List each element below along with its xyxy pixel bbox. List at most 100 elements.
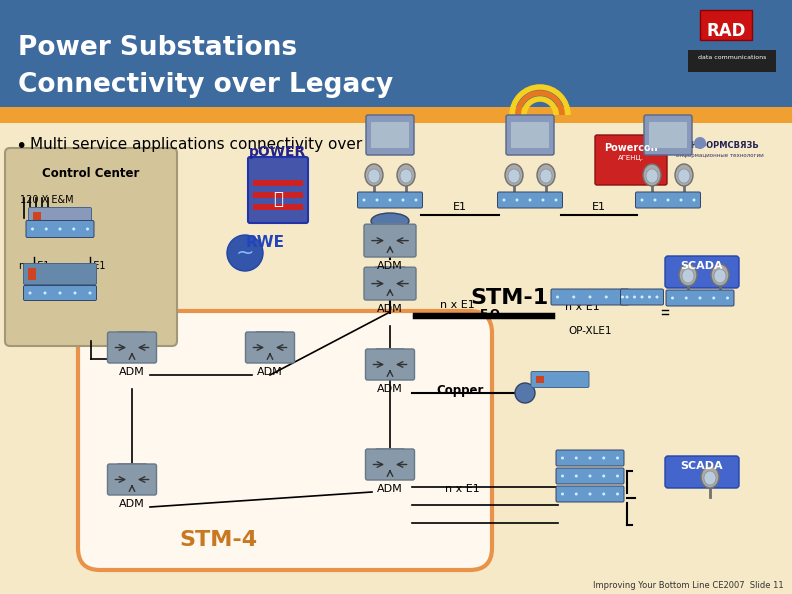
FancyBboxPatch shape — [375, 349, 405, 356]
Text: STM-1: STM-1 — [471, 288, 549, 308]
Text: Improving Your Bottom Line CE2007  Slide 11: Improving Your Bottom Line CE2007 Slide … — [593, 581, 784, 590]
Circle shape — [626, 295, 629, 299]
FancyBboxPatch shape — [33, 212, 41, 220]
Circle shape — [575, 475, 577, 478]
Text: Copper: Copper — [436, 384, 484, 397]
Ellipse shape — [711, 264, 729, 286]
FancyBboxPatch shape — [375, 448, 405, 456]
Circle shape — [602, 475, 605, 478]
Circle shape — [72, 228, 75, 230]
Circle shape — [575, 492, 577, 495]
FancyBboxPatch shape — [365, 349, 414, 380]
FancyBboxPatch shape — [253, 180, 303, 186]
Text: информационные технологии: информационные технологии — [676, 153, 763, 158]
FancyBboxPatch shape — [117, 464, 147, 471]
Text: STM-4: STM-4 — [179, 530, 257, 550]
Circle shape — [588, 457, 592, 460]
Circle shape — [621, 295, 624, 299]
Circle shape — [605, 295, 607, 299]
FancyBboxPatch shape — [253, 204, 303, 210]
Circle shape — [685, 296, 687, 299]
FancyBboxPatch shape — [364, 224, 416, 257]
FancyBboxPatch shape — [365, 449, 414, 480]
FancyBboxPatch shape — [511, 122, 549, 148]
Circle shape — [671, 296, 674, 299]
FancyBboxPatch shape — [620, 289, 664, 305]
Circle shape — [602, 492, 605, 495]
FancyBboxPatch shape — [375, 267, 406, 274]
Text: Multi service applications connectivity over SDH: Multi service applications connectivity … — [30, 137, 400, 152]
Ellipse shape — [646, 169, 658, 183]
FancyBboxPatch shape — [556, 450, 624, 466]
FancyBboxPatch shape — [531, 371, 589, 387]
Circle shape — [31, 228, 34, 230]
Circle shape — [616, 457, 619, 460]
Text: n x E1: n x E1 — [19, 261, 49, 271]
Circle shape — [59, 292, 62, 295]
Circle shape — [573, 295, 575, 299]
FancyBboxPatch shape — [78, 311, 492, 570]
FancyBboxPatch shape — [0, 107, 792, 123]
Text: RAD: RAD — [706, 22, 746, 40]
Text: ADM: ADM — [119, 499, 145, 509]
FancyBboxPatch shape — [497, 192, 562, 208]
FancyBboxPatch shape — [595, 135, 667, 185]
Circle shape — [694, 137, 706, 149]
Circle shape — [561, 492, 564, 495]
FancyBboxPatch shape — [5, 148, 177, 346]
FancyBboxPatch shape — [375, 224, 406, 232]
Text: n x E1: n x E1 — [440, 300, 474, 310]
Text: ADM: ADM — [377, 484, 403, 494]
Circle shape — [59, 228, 62, 230]
Text: SCADA: SCADA — [366, 145, 413, 158]
Text: OP-XLE1: OP-XLE1 — [568, 326, 611, 336]
FancyBboxPatch shape — [366, 115, 414, 155]
FancyBboxPatch shape — [551, 289, 629, 305]
Circle shape — [556, 295, 559, 299]
Circle shape — [414, 198, 417, 201]
Ellipse shape — [714, 269, 726, 283]
FancyBboxPatch shape — [364, 267, 416, 300]
Text: ADM: ADM — [119, 367, 145, 377]
Ellipse shape — [704, 471, 716, 485]
FancyBboxPatch shape — [117, 331, 147, 339]
FancyBboxPatch shape — [665, 256, 739, 288]
Ellipse shape — [675, 164, 693, 186]
Circle shape — [726, 296, 729, 299]
Ellipse shape — [508, 169, 520, 183]
Circle shape — [502, 198, 505, 201]
Ellipse shape — [682, 269, 694, 283]
Circle shape — [692, 198, 695, 201]
Text: n x E1: n x E1 — [74, 261, 105, 271]
Text: E1: E1 — [453, 202, 467, 212]
FancyBboxPatch shape — [0, 0, 792, 107]
FancyBboxPatch shape — [666, 290, 734, 306]
Text: Control Center: Control Center — [42, 167, 139, 180]
Text: ⬛: ⬛ — [273, 190, 283, 208]
Text: ADM: ADM — [377, 304, 403, 314]
Circle shape — [680, 198, 683, 201]
Circle shape — [528, 198, 531, 201]
Text: data communications: data communications — [698, 55, 766, 60]
Circle shape — [402, 198, 405, 201]
FancyBboxPatch shape — [24, 286, 97, 301]
Circle shape — [712, 296, 715, 299]
FancyBboxPatch shape — [108, 332, 157, 363]
FancyBboxPatch shape — [108, 464, 157, 495]
Ellipse shape — [397, 164, 415, 186]
Text: Connectivity over Legacy: Connectivity over Legacy — [18, 72, 394, 98]
Circle shape — [667, 198, 669, 201]
FancyBboxPatch shape — [24, 264, 97, 285]
Text: ~: ~ — [236, 243, 254, 263]
Circle shape — [653, 198, 657, 201]
Ellipse shape — [505, 164, 523, 186]
Text: SCADA: SCADA — [680, 261, 723, 271]
FancyBboxPatch shape — [535, 376, 543, 383]
Ellipse shape — [701, 466, 719, 488]
Circle shape — [699, 296, 702, 299]
FancyBboxPatch shape — [246, 332, 295, 363]
FancyBboxPatch shape — [256, 331, 284, 339]
Circle shape — [89, 292, 92, 295]
Ellipse shape — [537, 164, 555, 186]
Text: ADM: ADM — [377, 261, 403, 271]
